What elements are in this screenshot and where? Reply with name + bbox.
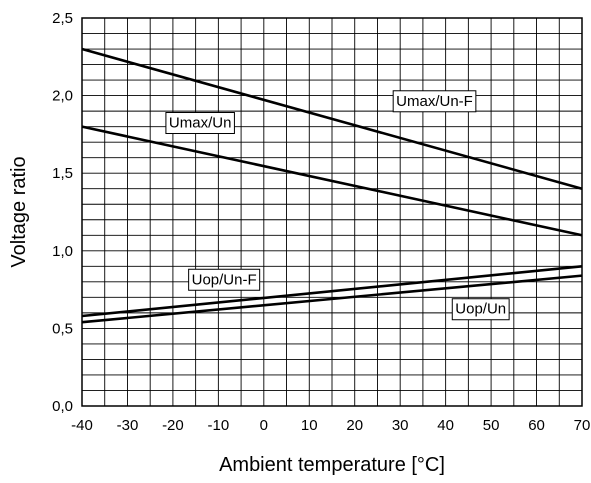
x-tick-label: -20 [162,417,184,434]
series-label-box: Umax/Un-F [392,90,477,113]
series-labels: Umax/Un-F Umax/Un Uop/Un-F Uop/Un [165,90,510,321]
series-label-background [392,90,477,113]
series-label-background [188,268,261,291]
x-tick-label: 10 [301,417,318,434]
series-label-box: Uop/Un-F [188,268,261,291]
y-tick-label: 2,5 [52,10,73,27]
series-label: Umax/Un [169,115,232,132]
series-line [81,125,583,237]
series-line [81,274,583,324]
series-label-box: Umax/Un [165,112,235,135]
plot-frame [81,17,583,407]
x-tick-label: 0 [260,417,268,434]
y-axis-title: Voltage ratio [8,156,30,267]
x-axis-title: Ambient temperature [°C] [219,454,445,476]
x-tick-labels: -40 -30 -20 -10 0 10 20 30 40 50 60 70 [71,417,590,434]
x-tick-label: 20 [346,417,363,434]
series-line [81,47,583,190]
x-tick-label: -40 [71,417,93,434]
y-tick-label: 2,0 [52,88,73,105]
x-tick-label: -30 [117,417,139,434]
y-tick-labels: 0,0 0,5 1,0 1,5 2,0 2,5 [52,10,73,415]
y-tick-label: 1,0 [52,243,73,260]
series-label: Uop/Un-F [192,271,257,288]
y-tick-label: 0,5 [52,320,73,337]
y-tick-label: 1,5 [52,165,73,182]
x-tick-label: 30 [392,417,409,434]
x-tick-label: 60 [528,417,545,434]
series-label-background [165,112,235,135]
series-line [81,265,583,318]
x-tick-label: 50 [483,417,500,434]
series-label-box: Uop/Un [451,298,510,321]
x-tick-label: 40 [437,417,454,434]
series-label-background [451,298,510,321]
x-tick-label: -10 [208,417,230,434]
series-label: Umax/Un-F [396,93,473,110]
series-lines [81,47,583,324]
series-label: Uop/Un [455,301,506,318]
x-tick-label: 70 [574,417,591,434]
y-tick-label: 0,0 [52,398,73,415]
